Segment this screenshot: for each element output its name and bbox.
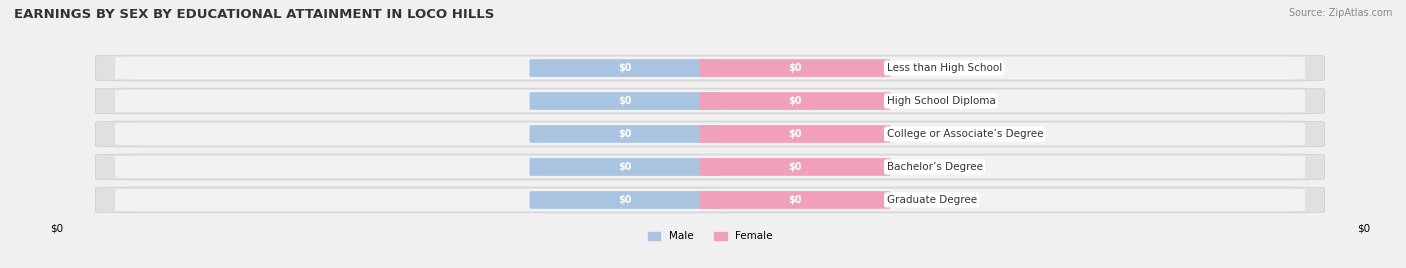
FancyBboxPatch shape <box>96 88 1324 114</box>
FancyBboxPatch shape <box>530 158 720 176</box>
Text: Bachelor’s Degree: Bachelor’s Degree <box>887 162 983 172</box>
FancyBboxPatch shape <box>115 90 1305 112</box>
FancyBboxPatch shape <box>700 59 890 77</box>
FancyBboxPatch shape <box>530 92 720 110</box>
Text: Source: ZipAtlas.com: Source: ZipAtlas.com <box>1288 8 1392 18</box>
FancyBboxPatch shape <box>700 158 890 176</box>
FancyBboxPatch shape <box>700 125 890 143</box>
Text: $0: $0 <box>619 195 631 205</box>
FancyBboxPatch shape <box>530 125 720 143</box>
Text: $0: $0 <box>789 63 801 73</box>
FancyBboxPatch shape <box>115 156 1305 178</box>
FancyBboxPatch shape <box>115 189 1305 211</box>
Text: $0: $0 <box>789 129 801 139</box>
Text: Graduate Degree: Graduate Degree <box>887 195 977 205</box>
Text: $0: $0 <box>789 96 801 106</box>
FancyBboxPatch shape <box>700 191 890 209</box>
Text: $0: $0 <box>789 162 801 172</box>
Text: High School Diploma: High School Diploma <box>887 96 995 106</box>
FancyBboxPatch shape <box>96 154 1324 180</box>
Text: $0: $0 <box>619 162 631 172</box>
FancyBboxPatch shape <box>115 123 1305 145</box>
FancyBboxPatch shape <box>96 55 1324 81</box>
Legend: Male, Female: Male, Female <box>644 227 776 245</box>
Text: Less than High School: Less than High School <box>887 63 1002 73</box>
Text: EARNINGS BY SEX BY EDUCATIONAL ATTAINMENT IN LOCO HILLS: EARNINGS BY SEX BY EDUCATIONAL ATTAINMEN… <box>14 8 495 21</box>
Text: College or Associate’s Degree: College or Associate’s Degree <box>887 129 1043 139</box>
FancyBboxPatch shape <box>96 121 1324 147</box>
FancyBboxPatch shape <box>530 191 720 209</box>
Text: $0: $0 <box>619 63 631 73</box>
Text: $0: $0 <box>789 195 801 205</box>
FancyBboxPatch shape <box>115 57 1305 79</box>
FancyBboxPatch shape <box>700 92 890 110</box>
Text: $0: $0 <box>619 129 631 139</box>
Text: $0: $0 <box>619 96 631 106</box>
FancyBboxPatch shape <box>96 187 1324 213</box>
FancyBboxPatch shape <box>530 59 720 77</box>
